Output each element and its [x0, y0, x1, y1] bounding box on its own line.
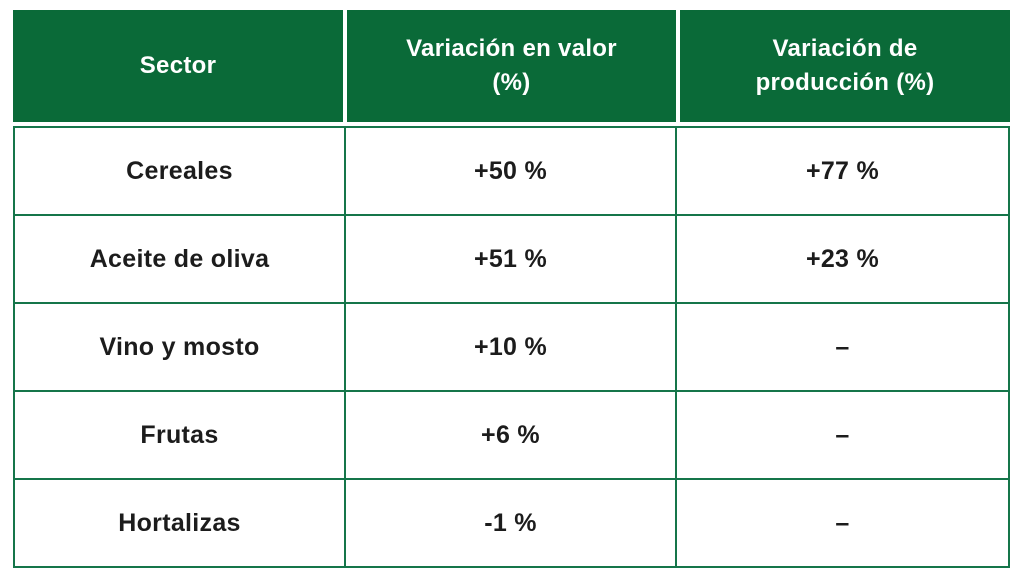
valor-cell: +6 %: [346, 392, 677, 478]
produccion-cell: –: [677, 480, 1008, 566]
table-row: Frutas +6 % –: [15, 392, 1008, 480]
header-valor-line2: (%): [492, 69, 531, 96]
produccion-cell: –: [677, 304, 1008, 390]
table-header-row: Sector Variación en valor (%) Variación …: [13, 10, 1010, 122]
table-row: Aceite de oliva +51 % +23 %: [15, 216, 1008, 304]
sector-cell: Aceite de oliva: [15, 216, 346, 302]
header-produccion-line1: Variación de: [772, 35, 918, 62]
header-valor-line1: Variación en valor: [406, 35, 617, 62]
table-row: Cereales +50 % +77 %: [15, 128, 1008, 216]
table-row: Hortalizas -1 % –: [15, 480, 1008, 566]
header-produccion-line2: producción (%): [755, 69, 935, 96]
header-sector-line1: Sector: [139, 52, 217, 79]
sector-cell: Vino y mosto: [15, 304, 346, 390]
header-cell-sector: Sector: [13, 10, 343, 122]
sector-cell: Frutas: [15, 392, 346, 478]
produccion-cell: +77 %: [677, 128, 1008, 214]
valor-cell: +10 %: [346, 304, 677, 390]
table-body: Cereales +50 % +77 % Aceite de oliva +51…: [13, 126, 1010, 568]
valor-cell: -1 %: [346, 480, 677, 566]
valor-cell: +50 %: [346, 128, 677, 214]
sector-cell: Hortalizas: [15, 480, 346, 566]
produccion-cell: –: [677, 392, 1008, 478]
produccion-cell: +23 %: [677, 216, 1008, 302]
header-cell-variacion-produccion: Variación de producción (%): [680, 10, 1010, 122]
header-cell-variacion-valor: Variación en valor (%): [347, 10, 676, 122]
table-row: Vino y mosto +10 % –: [15, 304, 1008, 392]
data-table: Sector Variación en valor (%) Variación …: [13, 10, 1010, 568]
valor-cell: +51 %: [346, 216, 677, 302]
sector-cell: Cereales: [15, 128, 346, 214]
